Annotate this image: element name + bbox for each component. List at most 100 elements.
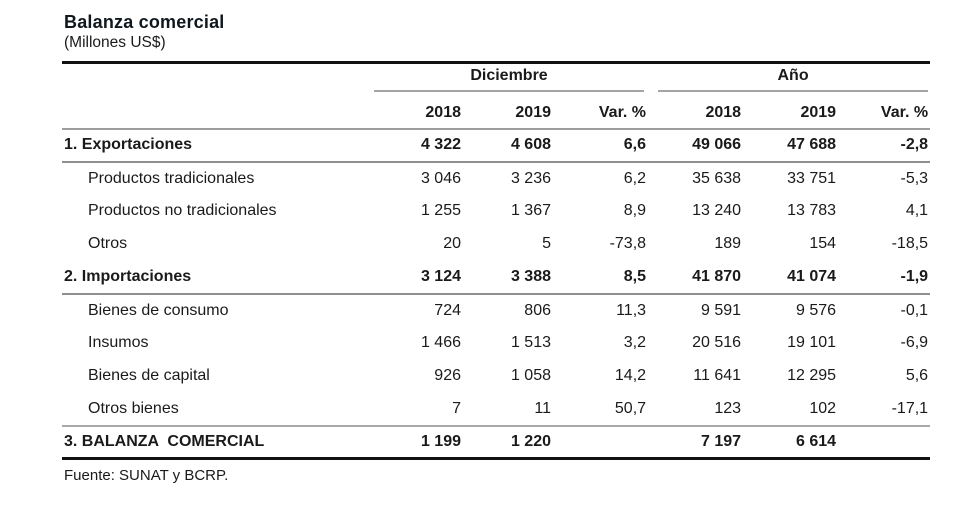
table-row: Otros bienes 7 11 50,7 123 102 -17,1: [62, 393, 930, 426]
row-label: Insumos: [88, 334, 149, 351]
col-header-ano-2019: 2019: [743, 94, 839, 130]
empty-corner-cell: [62, 94, 372, 130]
table-row: 2. Importaciones 3 124 3 388 8,5 41 870 41 07…: [62, 260, 931, 295]
column-group-row: Diciembre Año: [62, 63, 930, 95]
cell-value: 1 255: [420, 202, 461, 219]
page: Balanza comercial (Millones US$) Diciemb…: [0, 12, 980, 514]
row-label: 1. Exportaciones: [62, 128, 372, 163]
table-row: Otros 20 5 -73,8 189 154 -18,5: [62, 228, 930, 261]
row-label: Otros: [88, 235, 128, 252]
cell-value: 123: [714, 399, 742, 417]
cell-value: 8,5: [553, 260, 649, 295]
row-label: Bienes de consumo: [88, 301, 229, 319]
col-header-dic-2018: 2018: [372, 94, 463, 130]
cell-value: 47 688: [743, 128, 839, 163]
cell-value: 6,2: [623, 169, 647, 187]
cell-value: 5: [542, 235, 551, 252]
page-subtitle: (Millones US$): [64, 34, 166, 51]
cell-value: 1 058: [510, 367, 551, 384]
cell-value: [553, 424, 649, 459]
cell-value: 1 199: [372, 424, 463, 459]
cell-value: 49 066: [648, 128, 744, 163]
cell-value: -18,5: [891, 235, 929, 252]
table-row: Productos tradicionales 3 046 3 236 6,2 35 6…: [62, 162, 930, 195]
trade-balance-table: Diciembre Año 2018 2019 Var. % 2018 2019…: [62, 61, 931, 460]
cell-value: 4 608: [463, 128, 553, 163]
source-note: Fuente: SUNAT y BCRP.: [64, 467, 229, 484]
cell-value: -6,9: [900, 334, 929, 351]
cell-value: 3,2: [623, 334, 647, 351]
cell-value: 3 046: [420, 169, 461, 187]
cell-value: 11: [534, 399, 551, 417]
year-header-row: 2018 2019 Var. % 2018 2019 Var. %: [62, 94, 931, 130]
cell-value: 41 074: [743, 260, 839, 295]
cell-value: 3 236: [510, 169, 551, 187]
cell-value: 926: [434, 367, 461, 384]
table-row: Bienes de consumo 724 806 11,3 9 591 9 576 -0,…: [62, 294, 930, 327]
cell-value: 4,1: [905, 202, 929, 219]
cell-value: 7 197: [648, 424, 744, 459]
row-label: 3. BALANZA COMERCIAL: [62, 424, 372, 459]
cell-value: 13 783: [787, 202, 837, 219]
cell-value: 154: [809, 235, 837, 252]
cell-value: 19 101: [787, 334, 837, 351]
column-group-ano-label: Año: [658, 67, 929, 92]
column-group-diciembre-label: Diciembre: [374, 67, 645, 92]
cell-value: 189: [714, 235, 742, 252]
table-row: Productos no tradicionales 1 255 1 367 8,9 1…: [62, 195, 930, 228]
cell-value: 35 638: [692, 169, 742, 187]
cell-value: 11,3: [616, 301, 647, 319]
cell-value: -5,3: [900, 169, 929, 187]
cell-value: 3 124: [372, 260, 463, 295]
cell-value: -0,1: [900, 301, 929, 319]
row-label: Otros bienes: [88, 399, 179, 417]
cell-value: -2,8: [838, 128, 931, 163]
cell-value: 12 295: [787, 367, 837, 384]
cell-value: -1,9: [838, 260, 931, 295]
cell-value: [838, 424, 931, 459]
cell-value: 13 240: [692, 202, 742, 219]
cell-value: 9 591: [700, 301, 742, 319]
cell-value: 1 466: [420, 334, 461, 351]
table-row: Bienes de capital 926 1 058 14,2 11 641 12 29…: [62, 360, 930, 393]
page-title: Balanza comercial: [64, 12, 225, 32]
col-header-dic-2019: 2019: [463, 94, 553, 130]
cell-value: 1 367: [510, 202, 551, 219]
cell-value: 33 751: [787, 169, 837, 187]
col-header-ano-2018: 2018: [648, 94, 744, 130]
col-header-dic-var: Var. %: [553, 94, 649, 130]
column-group-ano: Año: [648, 63, 930, 95]
cell-value: 8,9: [623, 202, 647, 219]
table-row: 1. Exportaciones 4 322 4 608 6,6 49 066 47 68…: [62, 128, 931, 163]
cell-value: 6,6: [553, 128, 649, 163]
cell-value: 5,6: [905, 367, 929, 384]
row-label: Bienes de capital: [88, 367, 210, 384]
cell-value: 724: [434, 301, 461, 319]
table-row: Insumos 1 466 1 513 3,2 20 516 19 101 -6,9: [62, 327, 930, 360]
column-group-diciembre: Diciembre: [372, 63, 648, 95]
cell-value: 50,7: [614, 399, 647, 417]
row-label: Productos tradicionales: [88, 169, 255, 187]
cell-value: 11 641: [693, 367, 742, 384]
empty-corner-cell: [62, 63, 372, 95]
row-label: 2. Importaciones: [62, 260, 372, 295]
cell-value: -17,1: [891, 399, 929, 417]
cell-value: 3 388: [463, 260, 553, 295]
table-body: 1. Exportaciones 4 322 4 608 6,6 49 066 47 68…: [62, 128, 931, 459]
cell-value: 9 576: [795, 301, 837, 319]
cell-value: 14,2: [614, 367, 647, 384]
col-header-ano-var: Var. %: [838, 94, 931, 130]
row-label: Productos no tradicionales: [88, 202, 277, 219]
cell-value: 1 513: [510, 334, 551, 351]
cell-value: 6 614: [743, 424, 839, 459]
cell-value: 1 220: [463, 424, 553, 459]
cell-value: 20: [443, 235, 461, 252]
cell-value: 20 516: [692, 334, 742, 351]
cell-value: 4 322: [372, 128, 463, 163]
cell-value: 102: [809, 399, 837, 417]
cell-value: 41 870: [648, 260, 744, 295]
cell-value: 7: [452, 399, 461, 417]
table-row: 3. BALANZA COMERCIAL 1 199 1 220 7 197 6 614: [62, 424, 931, 459]
cell-value: -73,8: [609, 235, 647, 252]
cell-value: 806: [524, 301, 551, 319]
